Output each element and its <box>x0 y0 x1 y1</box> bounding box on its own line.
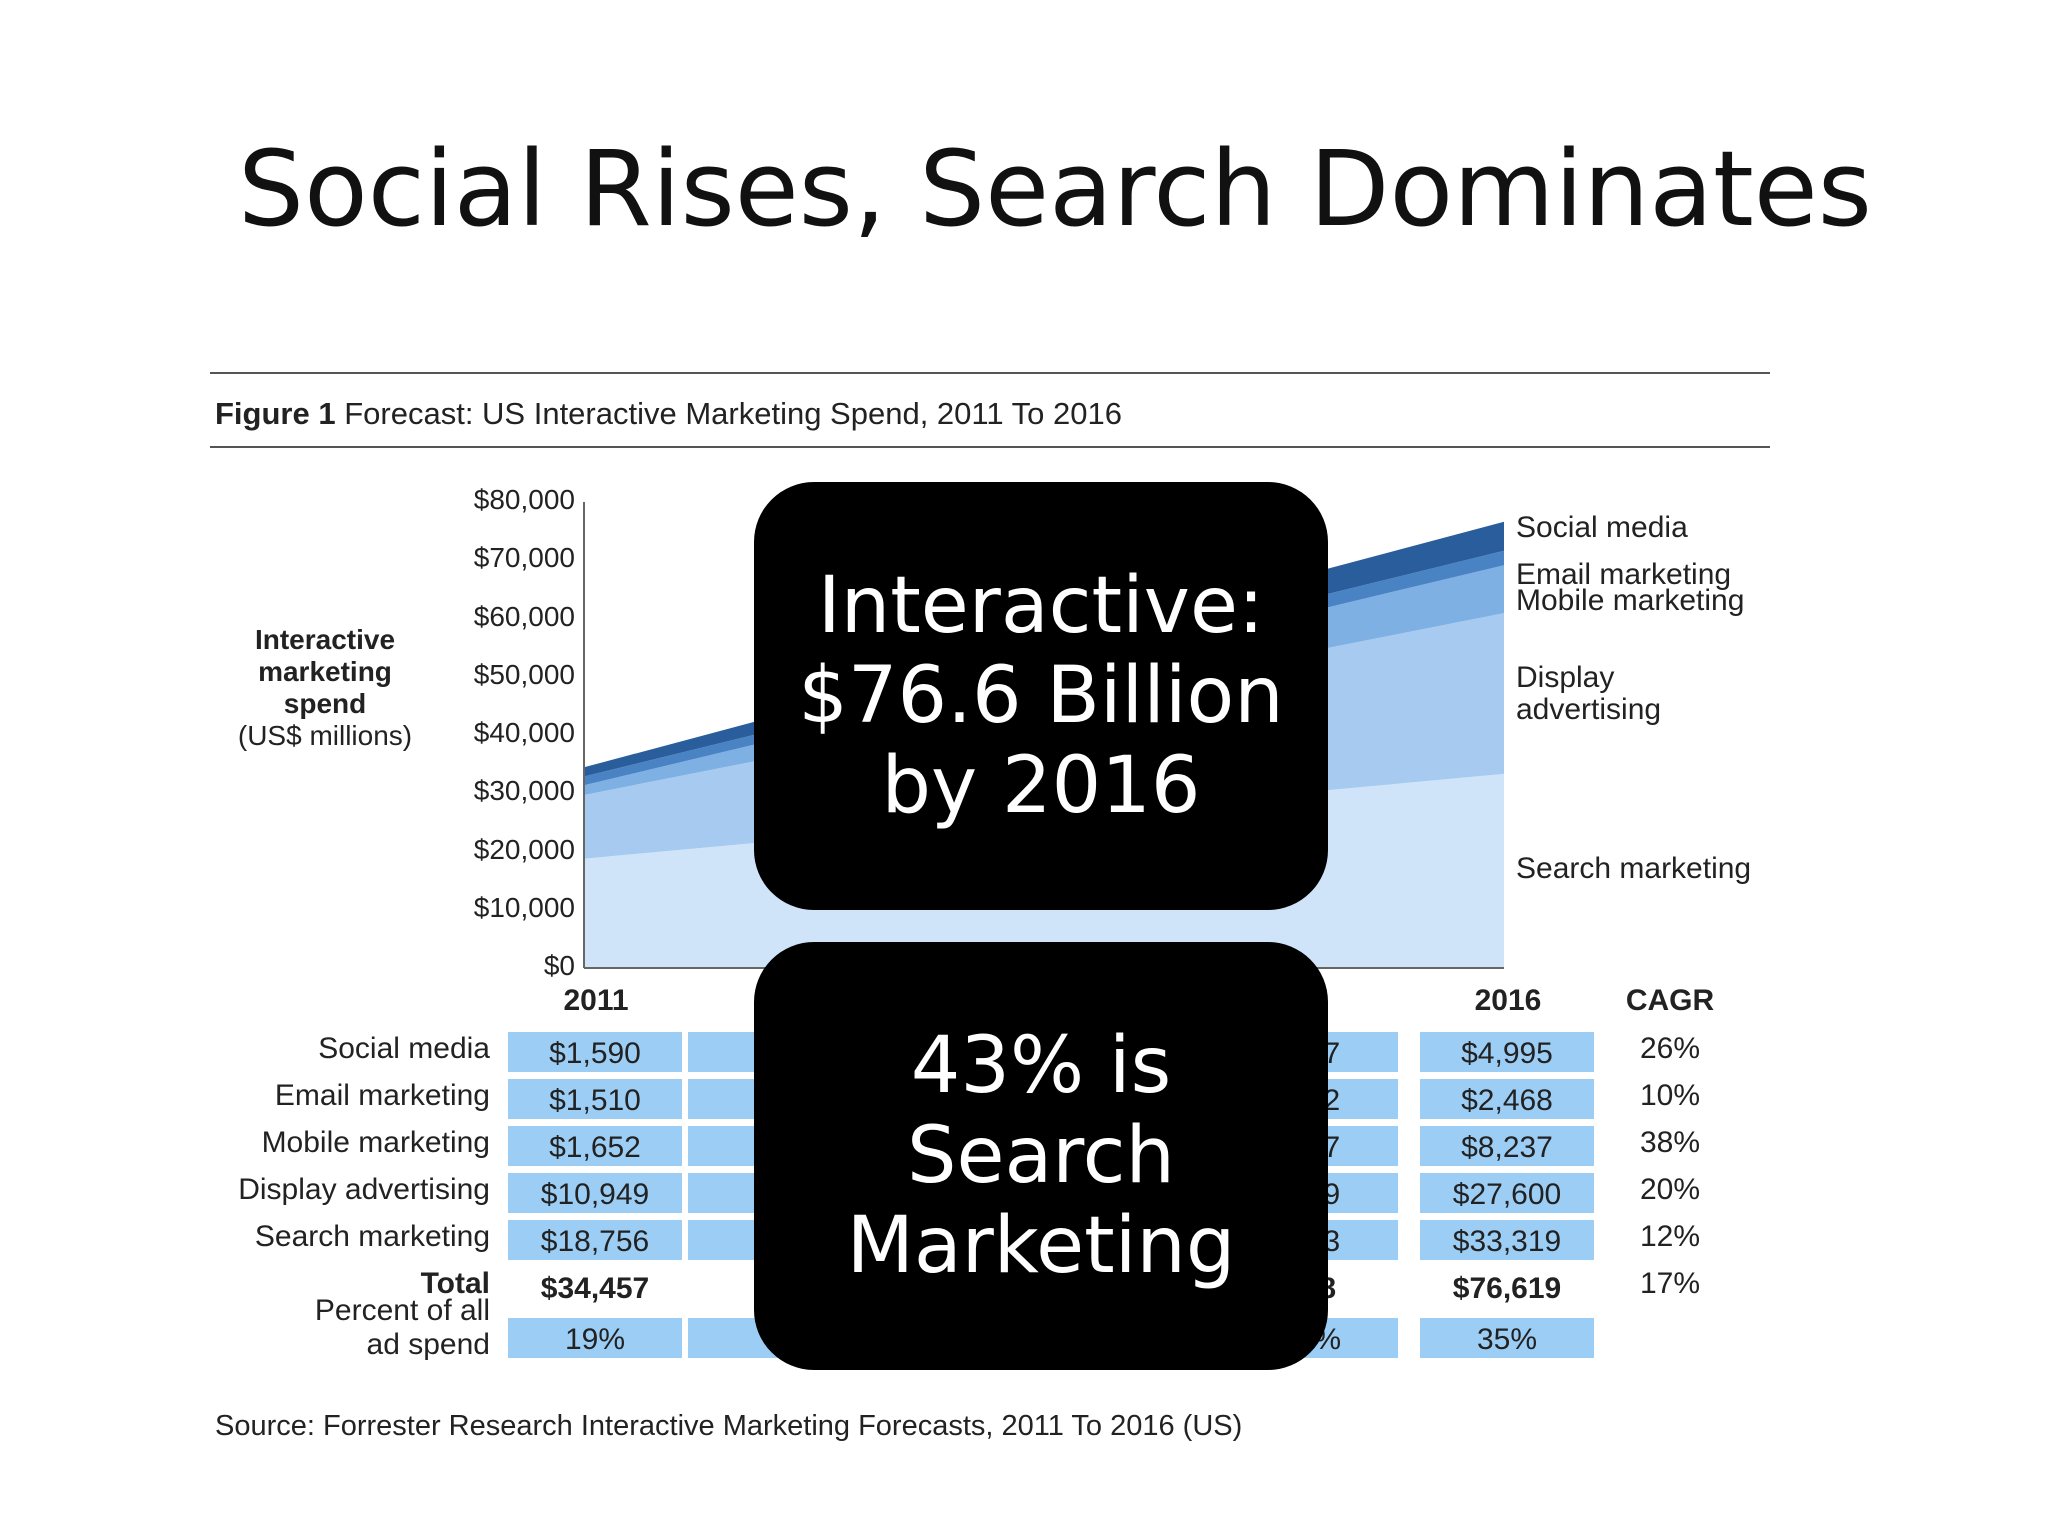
table-cell: $4,995 <box>1418 1030 1596 1074</box>
y-tick-label: $50,000 <box>473 658 575 690</box>
table-column-header: CAGR <box>1625 984 1715 1017</box>
y-tick-label: $80,000 <box>473 484 575 515</box>
table-row-label: Email marketing <box>274 1079 490 1112</box>
table-cell: $27,600 <box>1418 1171 1596 1215</box>
table-cell: $33,319 <box>1418 1218 1596 1262</box>
table-percent-label-line: Percent of all <box>314 1294 490 1327</box>
y-axis-label-line: spend <box>283 688 367 719</box>
series-label: Social media <box>1516 510 1688 544</box>
table-percent-cell: 19% <box>506 1316 684 1360</box>
table-cell: $10,949 <box>506 1171 684 1215</box>
table-column-header: 2016 <box>1474 984 1542 1017</box>
y-tick-label: $20,000 <box>473 833 575 865</box>
table-row-label: Mobile marketing <box>261 1126 490 1159</box>
table-cell: $18,756 <box>506 1218 684 1262</box>
table-column-header: 2011 <box>563 984 629 1017</box>
series-label: Search marketing <box>1516 851 1752 885</box>
table-row-label: Search marketing <box>254 1220 490 1253</box>
table-total-cell: $34,457 <box>506 1265 684 1309</box>
series-label: Email marketing <box>1516 557 1732 591</box>
table-total-label: Total <box>420 1267 490 1300</box>
table-total-cagr: 17% <box>1639 1267 1701 1300</box>
table-total-cell: $76,619 <box>1418 1265 1596 1309</box>
figure-source: Source: Forrester Research Interactive M… <box>215 1410 1243 1442</box>
series-label: Mobile marketing <box>1516 584 1745 618</box>
table-cagr-cell: 26% <box>1639 1032 1701 1065</box>
y-tick-label: $40,000 <box>473 717 575 748</box>
y-tick-label: $70,000 <box>473 542 575 574</box>
table-cell: $1,652 <box>506 1124 684 1168</box>
y-tick-label: $60,000 <box>473 600 575 632</box>
table-percent-cell: 35% <box>1418 1316 1596 1360</box>
table-cell: $1,510 <box>506 1077 684 1121</box>
slide-title: Social Rises, Search Dominates <box>238 128 1872 250</box>
figure-bottom-rule <box>210 446 1770 448</box>
table-row-label: Social media <box>318 1032 490 1065</box>
series-label: Display advertising <box>1516 660 1662 726</box>
table-cagr-cell: 10% <box>1639 1079 1701 1112</box>
callout-total-spend: Interactive: $76.6 Billion by 2016 <box>754 482 1328 910</box>
y-tick-label: $10,000 <box>473 891 575 923</box>
table-cell: $8,237 <box>1418 1124 1596 1168</box>
table-cell: $2,468 <box>1418 1077 1596 1121</box>
y-axis-label: Interactive marketing spend (US$ million… <box>220 624 430 752</box>
y-tick-label: $30,000 <box>473 775 575 807</box>
table-cagr-cell: 12% <box>1639 1220 1701 1253</box>
table-percent-label: Percent of all ad spend <box>160 1294 490 1362</box>
figure-top-rule <box>210 372 1770 374</box>
y-axis-unit: (US$ millions) <box>237 720 413 751</box>
figure-label: Figure 1 <box>215 396 336 431</box>
table-cagr-cell: 38% <box>1639 1126 1701 1159</box>
figure-caption-text: Forecast: US Interactive Marketing Spend… <box>344 396 1122 431</box>
table-row-label: Display advertising <box>238 1173 490 1206</box>
callout-search-share: 43% is Search Marketing <box>754 942 1328 1370</box>
y-tick-label: $0 <box>543 950 575 981</box>
table-cagr-cell: 20% <box>1639 1173 1701 1206</box>
table-cell: $1,590 <box>506 1030 684 1074</box>
figure-caption: Figure 1 Forecast: US Interactive Market… <box>215 396 1122 432</box>
y-axis-label-line: Interactive <box>254 624 396 655</box>
table-percent-label-line: ad spend <box>366 1328 490 1361</box>
y-axis-label-line: marketing <box>258 656 392 687</box>
